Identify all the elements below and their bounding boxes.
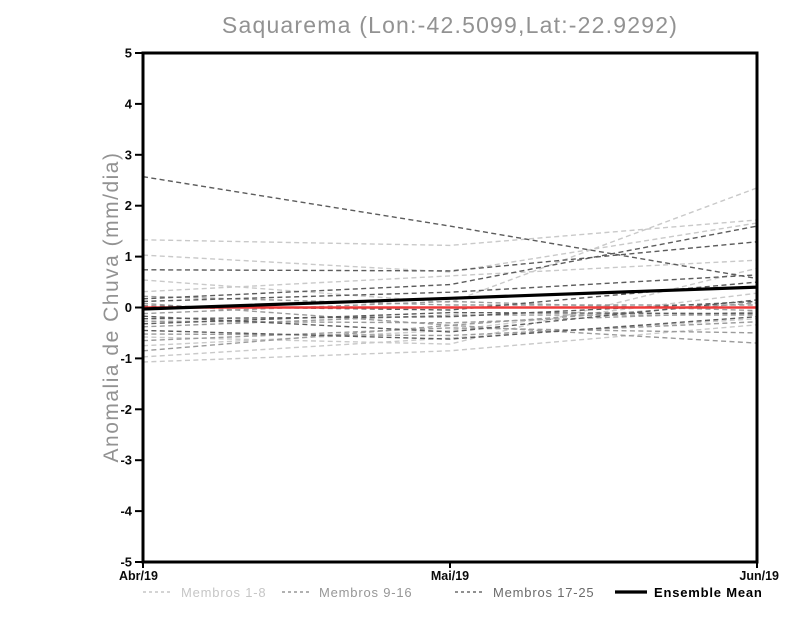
x-tick-label: Jun/19 <box>739 569 779 583</box>
legend-label-membros-9-16: Membros 9-16 <box>319 585 413 600</box>
y-tick-label: -3 <box>120 453 132 468</box>
member-line-16 <box>142 324 758 352</box>
legend-label-membros-1-8: Membros 1-8 <box>181 585 267 600</box>
y-tick-label: 4 <box>125 96 133 111</box>
member-line-22 <box>142 299 758 333</box>
y-tick-label: -2 <box>120 402 132 417</box>
y-tick-label: 3 <box>125 147 132 162</box>
legend-label-ensemble-mean: Ensemble Mean <box>654 585 763 600</box>
member-line-23 <box>142 300 758 320</box>
member-line-4 <box>142 259 758 293</box>
member-line-24 <box>142 311 758 325</box>
member-line-18 <box>142 241 758 272</box>
y-tick-label: 0 <box>125 300 132 315</box>
member-line-3 <box>142 187 758 304</box>
member-line-7 <box>142 318 758 358</box>
x-tick-label: Mai/19 <box>431 569 469 583</box>
y-tick-label: -1 <box>120 351 132 366</box>
member-line-5 <box>142 267 758 345</box>
member-line-19 <box>142 225 758 300</box>
x-tick-label: Abr/19 <box>119 569 158 583</box>
member-line-25 <box>142 316 758 340</box>
member-line-13 <box>142 314 757 328</box>
member-line-2 <box>142 222 758 273</box>
y-tick-label: 5 <box>125 46 132 61</box>
y-tick-label: -5 <box>120 555 132 570</box>
member-line-14 <box>142 321 758 337</box>
y-tick-label: 1 <box>125 249 132 264</box>
member-line-11 <box>142 300 758 315</box>
chart-title: Saquarema (Lon:-42.5099,Lat:-22.9292) <box>221 12 679 38</box>
member-line-20 <box>142 274 758 303</box>
y-tick-label: 2 <box>125 198 132 213</box>
member-line-8 <box>142 324 758 363</box>
member-line-1 <box>142 219 758 247</box>
ensemble-mean-line <box>142 285 758 311</box>
y-tick-label: -4 <box>120 504 132 519</box>
legend-label-membros-17-25: Membros 17-25 <box>493 585 595 600</box>
member-line-9 <box>142 295 757 306</box>
member-line-15 <box>142 327 758 342</box>
member-line-6 <box>142 292 758 347</box>
member-line-17 <box>142 176 758 280</box>
